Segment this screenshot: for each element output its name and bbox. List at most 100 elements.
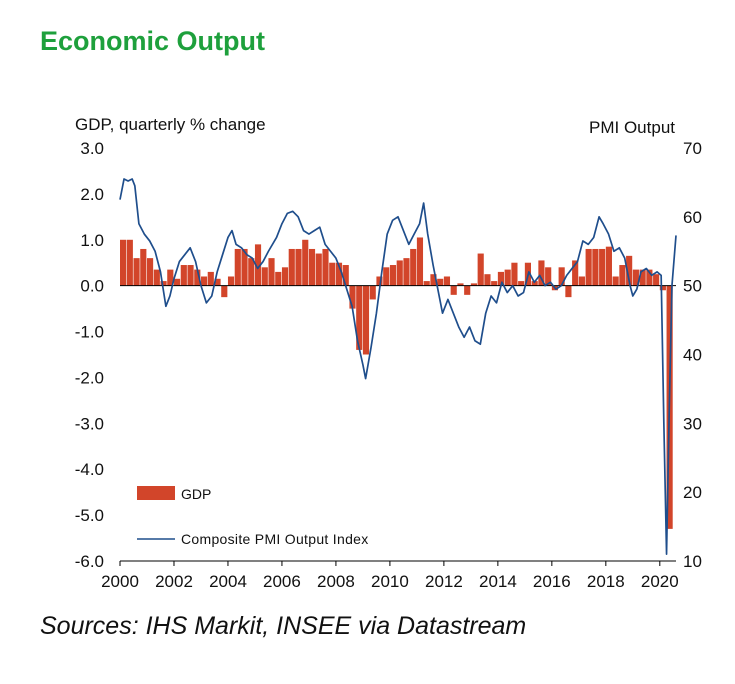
x-tick-label: 2020 (641, 572, 679, 591)
legend-gdp-label: GDP (181, 486, 211, 502)
gdp-bar (578, 276, 585, 286)
gdp-bar (295, 248, 302, 286)
source-note: Sources: IHS Markit, INSEE via Datastrea… (40, 612, 527, 640)
gdp-bar (126, 239, 133, 286)
x-tick-label: 2010 (371, 572, 409, 591)
x-tick-label: 2004 (209, 572, 247, 591)
gdp-bar (470, 283, 478, 286)
gdp-bar (342, 265, 349, 286)
gdp-bar (389, 265, 397, 286)
gdp-bar (396, 260, 403, 286)
x-tick-label: 2006 (263, 572, 301, 591)
gdp-bar (612, 276, 619, 286)
gdp-bar (511, 262, 518, 286)
gdp-bar (504, 269, 511, 286)
gdp-bar (558, 267, 565, 286)
gdp-bar (484, 274, 491, 286)
y-left-tick-label: 3.0 (80, 139, 104, 158)
gdp-bar (443, 276, 451, 286)
gdp-bar (423, 281, 430, 286)
legend-gdp-swatch (137, 486, 175, 500)
y-left-tick-label: 2.0 (80, 185, 104, 204)
gdp-bar (626, 255, 633, 286)
y-left-tick-label: -3.0 (75, 414, 104, 433)
y-right-tick-label: 70 (683, 139, 702, 158)
gdp-bar (302, 239, 309, 286)
x-tick-label: 2000 (101, 572, 139, 591)
gdp-bar (275, 271, 282, 286)
gdp-bar (133, 258, 140, 286)
gdp-bar (450, 285, 457, 295)
gdp-bar (497, 271, 505, 286)
x-tick-label: 2008 (317, 572, 355, 591)
y-left-tick-label: -4.0 (75, 460, 104, 479)
gdp-bar (248, 258, 255, 286)
gdp-bar (281, 267, 289, 286)
gdp-bar (599, 248, 606, 286)
x-tick-label: 2012 (425, 572, 463, 591)
gdp-bar (167, 269, 174, 286)
gdp-bar (194, 269, 201, 286)
gdp-bar (221, 285, 228, 298)
gdp-bar (457, 283, 464, 286)
gdp-bar (430, 274, 437, 286)
left-axis-title: GDP, quarterly % change (75, 115, 266, 134)
gdp-bar (531, 281, 538, 286)
gdp-bar (160, 281, 167, 286)
gdp-bar (254, 244, 262, 286)
gdp-bar (592, 248, 599, 286)
gdp-bar (518, 281, 525, 286)
gdp-bar (416, 237, 424, 286)
y-right-tick-label: 20 (683, 483, 702, 502)
gdp-bar (646, 269, 653, 286)
x-tick-label: 2014 (479, 572, 517, 591)
gdp-bar (241, 248, 248, 286)
y-right-tick-label: 50 (683, 277, 702, 296)
gdp-bar (585, 248, 592, 286)
pmi-line (119, 178, 677, 555)
gdp-bar (261, 267, 268, 286)
chart-title: Economic Output (40, 26, 265, 56)
gdp-bar (376, 276, 383, 286)
gdp-bar (403, 258, 410, 286)
gdp-bar (268, 258, 275, 286)
y-left-tick-label: 1.0 (80, 231, 104, 250)
legend: GDP Composite PMI Output Index (137, 486, 369, 547)
y-left-tick-label: -5.0 (75, 506, 104, 525)
gdp-bar (356, 285, 363, 350)
gdp-bar (288, 248, 295, 286)
gdp-bar (639, 269, 646, 286)
gdp-bar (572, 260, 579, 286)
y-left-tick-label: 0.0 (80, 277, 104, 296)
gdp-bar (464, 285, 471, 295)
axes (119, 285, 676, 566)
gdp-bar (214, 278, 221, 286)
legend-pmi-label: Composite PMI Output Index (181, 531, 369, 547)
y-right-tick-label: 30 (683, 414, 702, 433)
gdp-bar (173, 278, 181, 286)
y-right-tick-label: 40 (683, 346, 702, 365)
gdp-bar (383, 267, 390, 286)
gdp-bar (200, 276, 208, 286)
tick-labels: 3.0 2.0 1.0 0.0 -1.0 -2.0 -3.0 -4.0 -5.0 -6.0 70 60… (75, 139, 702, 591)
y-left-tick-label: -6.0 (75, 552, 104, 571)
gdp-bar (477, 253, 484, 286)
gdp-bar (565, 285, 572, 298)
y-left-tick-label: -2.0 (75, 368, 104, 387)
gdp-bar (605, 246, 612, 286)
gdp-bar (349, 285, 356, 309)
gdp-bar (140, 248, 147, 286)
gdp-bar (207, 271, 214, 286)
pmi-line-group (119, 178, 677, 555)
gdp-bar (187, 265, 194, 286)
x-tick-label: 2016 (533, 572, 571, 591)
gdp-bar (146, 258, 154, 286)
gdp-bar (653, 274, 660, 286)
gdp-bar (437, 278, 444, 286)
gdp-bar (329, 262, 336, 286)
gdp-bar (632, 269, 639, 286)
gdp-bar (322, 248, 329, 286)
right-axis-title: PMI Output (589, 118, 675, 137)
gdp-bar (308, 248, 316, 286)
